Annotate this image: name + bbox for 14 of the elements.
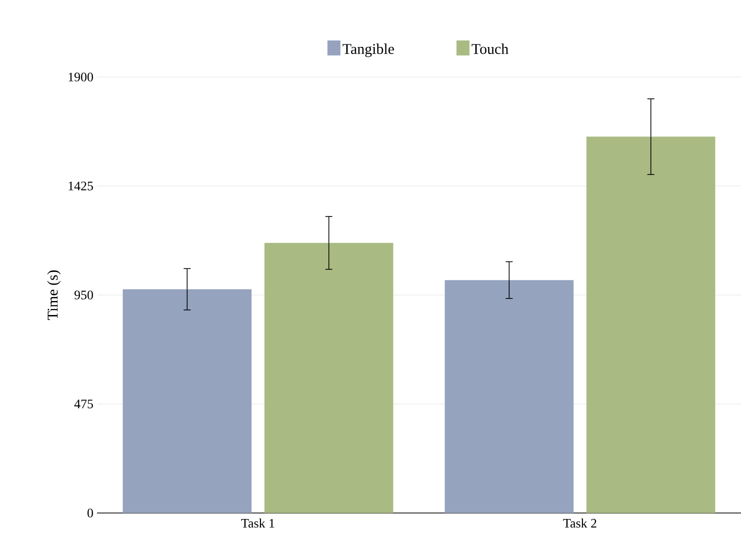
legend-label: Touch <box>472 44 508 54</box>
bar <box>586 136 716 513</box>
legend-label: Tangible <box>342 44 394 58</box>
y-tick-label: 0 <box>88 508 93 518</box>
bar <box>122 289 252 513</box>
y-tick-label: 1425 <box>68 182 93 190</box>
y-tick-label: 475 <box>74 400 93 408</box>
x-tick-label: Task 1 <box>241 518 274 528</box>
bar <box>264 242 394 513</box>
y-axis-title: Time (s) <box>47 270 61 320</box>
bar <box>444 280 574 513</box>
y-tick-label: 950 <box>74 290 93 300</box>
x-tick-label: Task 2 <box>563 518 596 528</box>
y-tick-label: 1900 <box>68 72 93 82</box>
